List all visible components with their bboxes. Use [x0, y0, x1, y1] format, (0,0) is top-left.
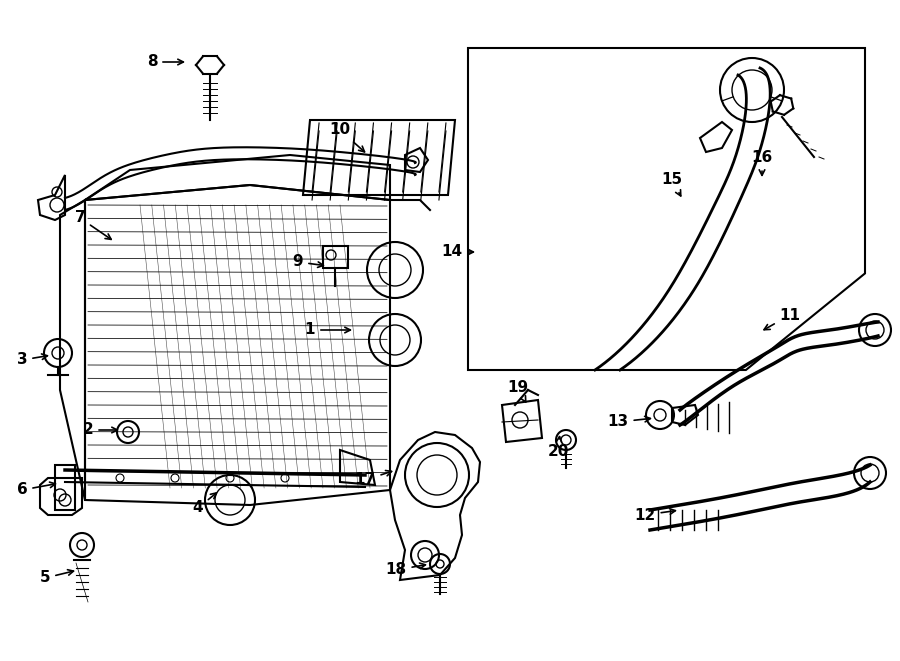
Text: 4: 4 [193, 493, 216, 516]
Text: 17: 17 [355, 471, 392, 488]
Text: 9: 9 [292, 254, 323, 270]
Text: 7: 7 [75, 210, 112, 239]
Bar [323, 246, 348, 268]
Text: 3: 3 [17, 352, 48, 368]
Text: 2: 2 [83, 422, 117, 438]
Text: 11: 11 [764, 307, 800, 330]
Text: 19: 19 [508, 381, 528, 402]
Text: 6: 6 [16, 482, 56, 498]
Text: 16: 16 [752, 151, 772, 175]
Text: 13: 13 [608, 414, 651, 430]
Text: 5: 5 [40, 570, 74, 586]
Text: 20: 20 [547, 437, 569, 459]
Text: 14: 14 [441, 245, 473, 260]
Text: 10: 10 [329, 122, 364, 152]
Text: 1: 1 [305, 323, 350, 338]
Text: 8: 8 [147, 54, 184, 69]
Text: 15: 15 [662, 173, 682, 196]
Text: 12: 12 [634, 508, 675, 522]
Text: 18: 18 [385, 563, 426, 578]
